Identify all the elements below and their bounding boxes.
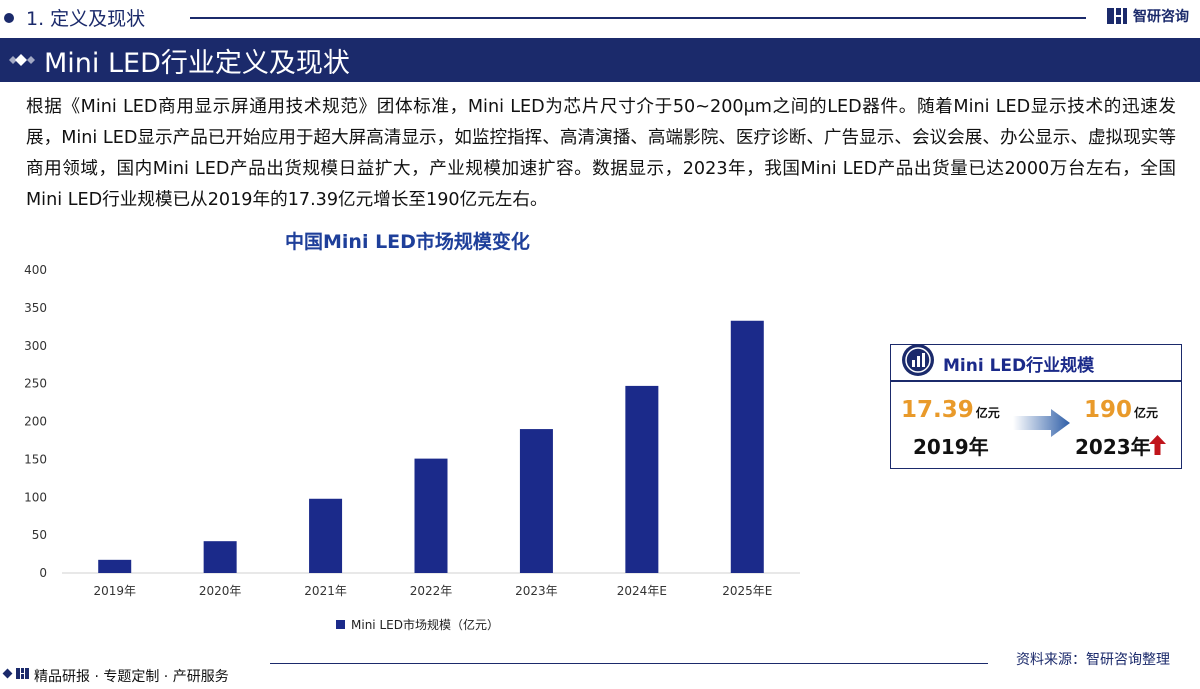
y-tick-label: 150 <box>24 452 47 466</box>
y-tick-label: 0 <box>39 566 47 580</box>
brand-logo: 智研咨询 <box>1106 6 1189 26</box>
x-tick-label: 2019年 <box>93 584 136 598</box>
intro-paragraph: 根据《Mini LED商用显示屏通用技术规范》团体标准，Mini LED为芯片尺… <box>26 97 1176 210</box>
section-title: 1. 定义及现状 <box>26 8 146 30</box>
banner-title: Mini LED行业定义及现状 <box>44 48 350 79</box>
source-note: 资料来源：智研咨询整理 <box>1016 652 1170 668</box>
y-tick-label: 200 <box>24 415 47 429</box>
legend-label: Mini LED市场规模（亿元） <box>351 618 499 632</box>
up-arrow-icon <box>1149 435 1166 455</box>
title-banner: Mini LED行业定义及现状 <box>0 38 1200 82</box>
footer-services: 精品研报 · 专题定制 · 产研服务 <box>34 669 229 685</box>
x-tick-label: 2025年E <box>722 584 772 598</box>
bar <box>203 541 237 573</box>
end-value: 190 亿元 <box>1084 397 1158 423</box>
y-tick-label: 250 <box>24 377 47 391</box>
chart-title: 中国Mini LED市场规模变化 <box>285 231 530 253</box>
footer-bullet <box>2 668 13 679</box>
start-value: 17.39 亿元 <box>901 397 1000 423</box>
card-title: Mini LED行业规模 <box>943 356 1095 376</box>
start-year: 2019年 <box>913 435 989 459</box>
bar <box>98 559 132 573</box>
card-divider <box>891 380 1181 382</box>
diamond-icon <box>9 54 35 66</box>
footer-rule <box>270 663 988 664</box>
end-value-number: 190 <box>1084 397 1133 423</box>
bar <box>519 429 553 573</box>
x-tick-label: 2021年 <box>304 584 347 598</box>
bar <box>309 498 343 573</box>
y-tick-label: 350 <box>24 301 47 315</box>
footer-logo-icon <box>16 668 29 679</box>
bar <box>625 385 659 573</box>
section-bullet <box>4 13 14 23</box>
x-tick-label: 2020年 <box>199 584 242 598</box>
x-tick-label: 2022年 <box>410 584 453 598</box>
brand-name: 智研咨询 <box>1133 9 1189 25</box>
bar-chart: 0 50 100 150 200 250 300 350 400 2019年 2020年 2021年 2… <box>24 263 800 598</box>
x-tick-label: 2023年 <box>515 584 558 598</box>
y-tick-label: 400 <box>24 263 47 277</box>
start-value-number: 17.39 <box>901 397 974 423</box>
bar <box>730 320 764 573</box>
brand-logo-icon <box>1107 8 1127 24</box>
chart-legend: Mini LED市场规模（亿元） <box>336 616 499 633</box>
y-tick-label: 100 <box>24 490 47 504</box>
legend-swatch <box>336 620 345 629</box>
bar <box>414 458 448 573</box>
scale-summary-card: Mini LED行业规模 17.39 亿元 2019年 190 亿元 2023年 <box>890 344 1182 469</box>
x-tick-label: 2024年E <box>617 584 667 598</box>
header-rule <box>190 17 1086 19</box>
y-tick-label: 300 <box>24 339 47 353</box>
y-tick-label: 50 <box>32 528 47 542</box>
start-value-unit: 亿元 <box>975 406 1000 420</box>
end-value-unit: 亿元 <box>1134 406 1159 420</box>
end-year: 2023年 <box>1075 435 1151 459</box>
chart-badge-icon <box>902 344 934 376</box>
growth-arrow-icon <box>1013 409 1070 437</box>
